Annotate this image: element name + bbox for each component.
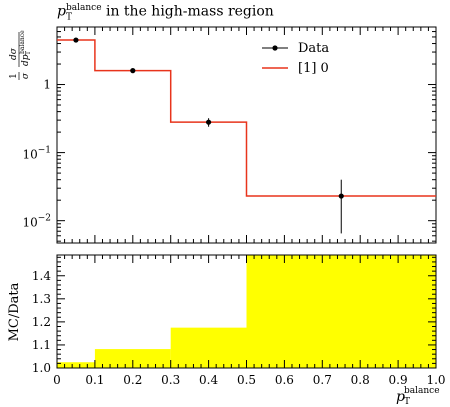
- tick-exponent: −2: [38, 214, 51, 224]
- title-symbol: p: [57, 3, 66, 20]
- tick-exponent: −1: [38, 146, 51, 156]
- x-tick-label: 0.5: [237, 373, 256, 387]
- ratio-plot: [56, 254, 437, 369]
- xlabel-symbol: p: [396, 389, 405, 405]
- lower-y-tick-label: 1.2: [32, 315, 51, 329]
- legend: Data [1] 0: [262, 41, 329, 76]
- ylabel-dsigma: dσ: [9, 47, 19, 60]
- xlabel-sub: T: [404, 397, 410, 407]
- x-tick-label: 0.3: [161, 373, 180, 387]
- legend-data-label: Data: [298, 41, 329, 56]
- ylabel-dp: dp: [21, 54, 31, 66]
- legend-mc-label: [1] 0: [298, 61, 329, 76]
- lower-y-tick-label: 1.0: [32, 361, 51, 375]
- lower-y-label: MC/Data: [7, 282, 22, 341]
- x-tick-label: 1.0: [426, 373, 445, 387]
- ratio-band-bin: [57, 362, 95, 368]
- x-tick-label: 0: [53, 373, 61, 387]
- title-rest: in the high-mass region: [101, 3, 274, 20]
- ylabel-numerator-one: 1: [9, 73, 19, 79]
- x-tick-label: 0.7: [313, 373, 332, 387]
- axis-labels: 0 0.1 0.2 0.3 0.4 0.5 0.6 0.7 0.8 0.9 1.0110−110−2…: [7, 30, 446, 407]
- x-tick-label: 0.9: [389, 373, 408, 387]
- mc-step-line: [57, 39, 436, 197]
- ratio-band-bin: [94, 349, 171, 368]
- lower-y-tick-label: 1.4: [32, 269, 51, 283]
- xlabel-sup: balance: [404, 386, 440, 396]
- tick-base: 10: [22, 148, 37, 162]
- ylabel-dp-sub: T: [25, 51, 32, 55]
- x-tick-label: 0.1: [85, 373, 104, 387]
- x-tick-label: 0.4: [199, 373, 218, 387]
- data-point: [206, 119, 212, 125]
- upper-y-tick-label: 10−1: [22, 146, 51, 162]
- upper-plot: [56, 26, 437, 244]
- upper-y-tick-label: 1: [43, 78, 51, 92]
- ratio-band-bin: [246, 255, 436, 368]
- x-tick-label: 0.8: [351, 373, 370, 387]
- data-point: [130, 68, 136, 74]
- chart-title: pTbalance in the high-mass region: [57, 3, 274, 22]
- title-sup: balance: [65, 3, 102, 13]
- x-axis-label: p Tbalance: [396, 386, 440, 407]
- tick-base: 10: [22, 216, 37, 230]
- data-point: [73, 37, 79, 43]
- legend-data-marker: [272, 45, 278, 51]
- ylabel-sigma: σ: [21, 72, 31, 79]
- data-point: [338, 193, 344, 199]
- x-tick-label: 0.6: [275, 373, 294, 387]
- lower-y-tick-label: 1.3: [32, 292, 51, 306]
- lower-y-tick-label: 1.1: [32, 338, 51, 352]
- upper-y-tick-label: 10−2: [22, 214, 51, 230]
- x-tick-label: 0.2: [123, 373, 142, 387]
- ylabel-dp-sup: balance: [19, 30, 26, 54]
- title-sub: T: [65, 12, 72, 23]
